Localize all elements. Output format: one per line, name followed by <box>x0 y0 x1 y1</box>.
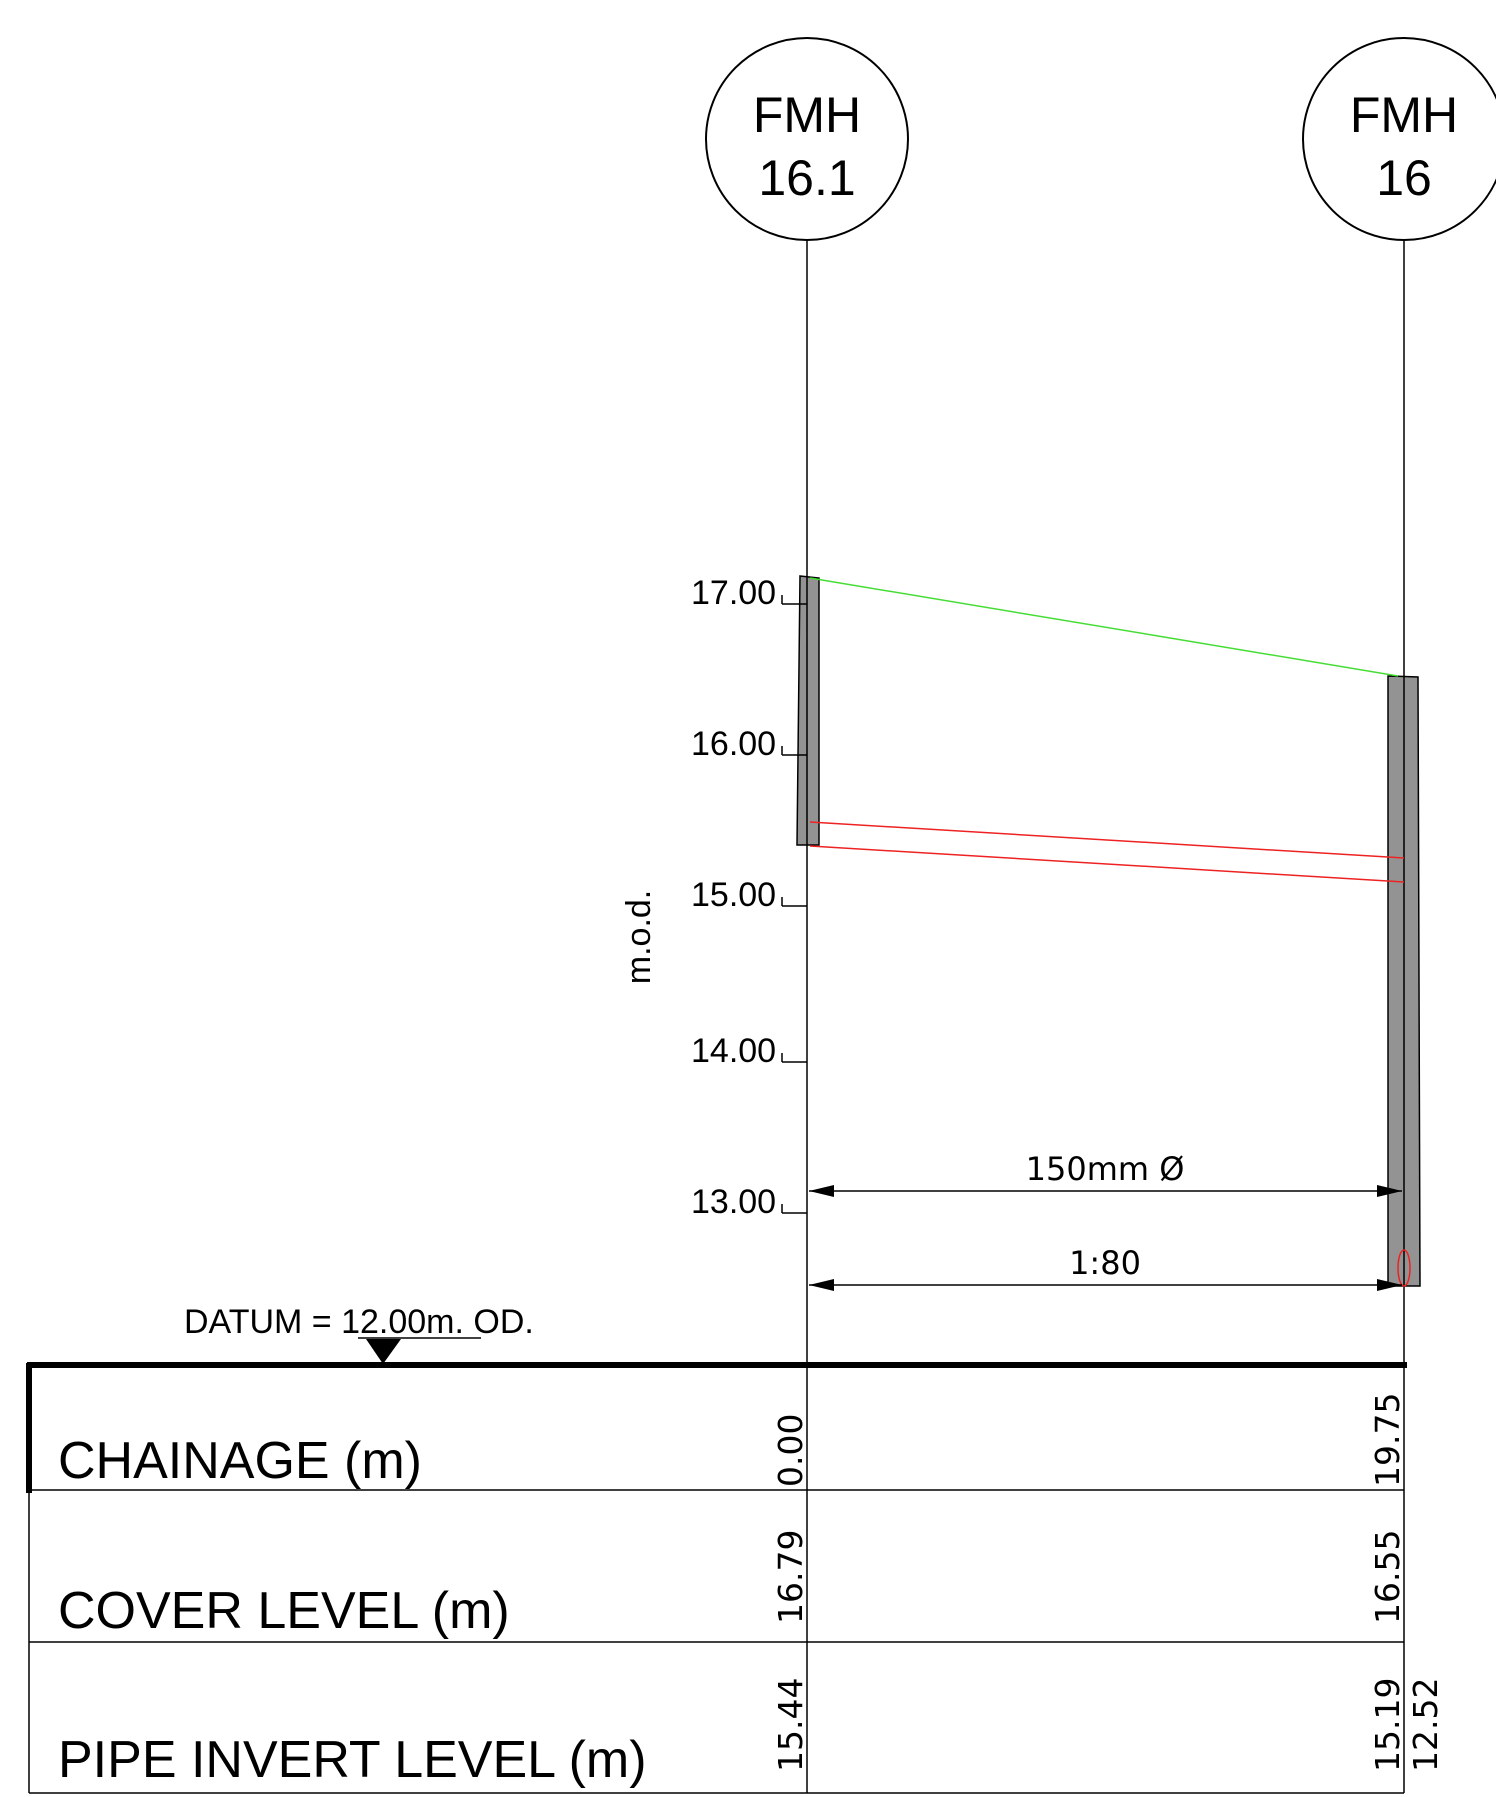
datum-label: DATUM = 12.00m. OD. <box>184 1303 534 1341</box>
table-row-label: PIPE INVERT LEVEL (m) <box>58 1731 647 1789</box>
table-cell-value-extra: 12.52 <box>1406 1678 1445 1772</box>
table-cell-value: 0.00 <box>771 1414 810 1487</box>
manhole-label-line2: 16 <box>1376 150 1432 206</box>
pipe-gradient-label: 1:80 <box>1069 1244 1141 1282</box>
table-cell-value: 19.75 <box>1368 1393 1407 1487</box>
data-table: CHAINAGE (m) 0.00 19.75 COVER LEVEL (m) … <box>29 1393 1445 1794</box>
pipe-diameter-label: 150mm Ø <box>1026 1150 1185 1188</box>
diameter-dimension: 150mm Ø <box>809 1150 1402 1197</box>
table-row-label: CHAINAGE (m) <box>58 1432 422 1490</box>
axis-tick-label: 14.00 <box>691 1032 776 1070</box>
manhole-fmh-16-bubble: FMH 16 <box>1302 37 1496 241</box>
manhole-shaft-left <box>796 575 820 846</box>
axis-unit-label: m.o.d. <box>620 890 658 984</box>
pipe-invert-line <box>809 845 1405 883</box>
table-cell-value: 15.19 <box>1368 1678 1407 1772</box>
level-axis: 17.00 16.00 15.00 14.00 13.00 <box>691 574 807 1221</box>
axis-tick-label: 16.00 <box>691 725 776 763</box>
pipe-outlet-marker <box>1397 1249 1411 1287</box>
table-row-label: COVER LEVEL (m) <box>58 1582 510 1640</box>
table-cell-value: 15.44 <box>771 1678 810 1772</box>
axis-tick-label: 15.00 <box>691 876 776 914</box>
axis-tick-label: 13.00 <box>691 1183 776 1221</box>
table-cell-value: 16.55 <box>1368 1530 1407 1624</box>
manhole-fmh-16-1-bubble: FMH 16.1 <box>705 37 909 241</box>
manhole-label-line1: FMH <box>1350 87 1458 143</box>
manhole-label-line2: 16.1 <box>758 150 855 206</box>
table-cell-value: 16.79 <box>771 1530 810 1624</box>
ground-level-line <box>809 577 1399 677</box>
axis-tick-label: 17.00 <box>691 574 776 612</box>
gradient-dimension: 1:80 <box>809 1244 1402 1291</box>
datum-marker: DATUM = 12.00m. OD. <box>184 1303 534 1364</box>
manhole-label-line1: FMH <box>753 87 861 143</box>
pipe-soffit-line <box>809 821 1405 859</box>
